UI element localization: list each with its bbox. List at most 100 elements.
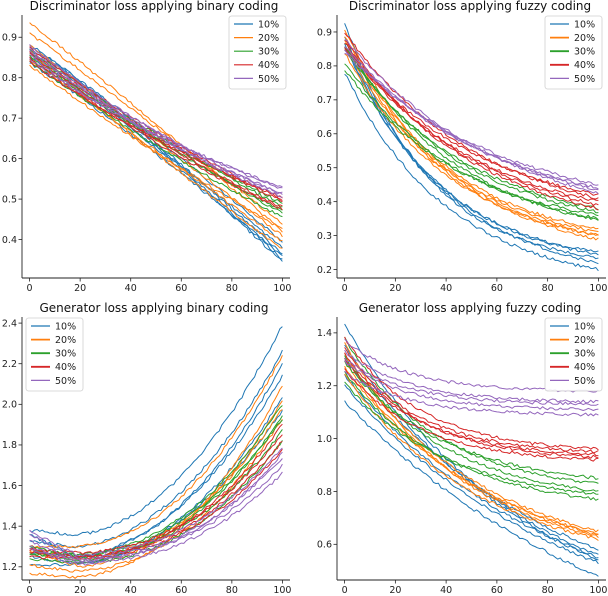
legend-label: 20% xyxy=(258,33,279,44)
y-tick-label: 2.0 xyxy=(2,400,17,411)
series-line-50pct-run-5 xyxy=(29,50,283,198)
series-line-50pct-run-3 xyxy=(29,44,283,195)
series-line-10pct-run-2 xyxy=(344,36,599,256)
legend: 10% 20% 30% 40% 50% xyxy=(228,15,287,90)
series-line-30pct-run-5 xyxy=(29,58,283,204)
y-tick-label: 0.8 xyxy=(317,61,332,72)
x-tick-label: 40 xyxy=(125,283,137,294)
series-line-10pct-run-5 xyxy=(344,43,599,253)
x-tick-label: 100 xyxy=(589,585,607,596)
series-line-40pct-run-4 xyxy=(344,368,599,462)
series-lines xyxy=(29,22,283,262)
series-line-20pct-run-2 xyxy=(344,39,599,241)
x-tick-label: 20 xyxy=(74,283,86,294)
series-line-40pct-run-3 xyxy=(344,48,599,196)
legend-frame xyxy=(25,317,84,392)
series-line-40pct-run-3 xyxy=(344,357,599,457)
series-line-10pct-run-6 xyxy=(29,46,283,243)
y-tick-label: 0.3 xyxy=(317,231,332,242)
series-line-30pct-run-4 xyxy=(344,381,599,495)
x-tick-label: 100 xyxy=(273,585,291,596)
x-tick-label: 80 xyxy=(226,283,238,294)
series-line-30pct-run-5 xyxy=(344,49,599,211)
x-tick-label: 60 xyxy=(491,283,503,294)
series-line-20pct-run-3 xyxy=(344,373,599,541)
series-line-50pct-run-4 xyxy=(344,357,599,406)
x-tick-label: 40 xyxy=(440,283,452,294)
y-tick-label: 0.8 xyxy=(317,487,332,498)
y-tick-label: 0.2 xyxy=(317,265,332,276)
legend-label: 30% xyxy=(574,349,595,360)
legend-label: 50% xyxy=(574,74,595,85)
series-line-50pct-run-3 xyxy=(344,39,599,195)
series-line-40pct-run-5 xyxy=(344,347,599,454)
y-tick-label: 0.6 xyxy=(317,540,332,551)
series-line-30pct-run-5 xyxy=(344,360,599,480)
series-line-40pct-run-1 xyxy=(344,336,599,451)
y-tick-label: 1.8 xyxy=(2,440,17,451)
legend-label: 50% xyxy=(55,376,76,387)
series-line-40pct-run-5 xyxy=(344,46,599,206)
legend-label: 30% xyxy=(574,47,595,58)
series-line-50pct-run-3 xyxy=(344,360,599,411)
x-tick-label: 60 xyxy=(175,585,187,596)
chart-generator-binary: Generator loss applying binary coding 0 2… xyxy=(2,301,292,596)
series-line-30pct-run-2 xyxy=(344,371,599,501)
legend-label: 10% xyxy=(55,321,76,332)
x-tick-label: 20 xyxy=(389,283,401,294)
series-line-10pct-run-1 xyxy=(29,326,283,537)
x-tick-label: 20 xyxy=(389,585,401,596)
x-tick-label: 100 xyxy=(589,283,607,294)
chart-title: Generator loss applying binary coding xyxy=(39,301,268,315)
series-line-50pct-run-4 xyxy=(29,463,283,563)
y-tick-label: 0.5 xyxy=(317,163,332,174)
series-line-10pct-run-4 xyxy=(344,73,599,272)
y-tick-label: 0.6 xyxy=(317,129,332,140)
series-line-50pct-run-5 xyxy=(344,370,599,417)
legend-label: 40% xyxy=(574,60,595,71)
chart-generator-fuzzy: Generator loss applying fuzzy coding 0 20… xyxy=(317,301,608,596)
series-lines xyxy=(29,326,283,579)
x-tick-label: 80 xyxy=(542,585,554,596)
legend-label: 10% xyxy=(574,321,595,332)
series-line-50pct-run-5 xyxy=(29,451,283,564)
series-line-40pct-run-2 xyxy=(344,352,599,459)
x-tick-label: 0 xyxy=(342,585,348,596)
series-line-50pct-run-2 xyxy=(29,458,283,561)
series-line-10pct-run-5 xyxy=(29,363,283,559)
chart-discriminator-binary: Discriminator loss applying binary codin… xyxy=(2,0,292,294)
series-line-30pct-run-1 xyxy=(29,405,283,557)
series-line-20pct-run-1 xyxy=(29,355,283,549)
x-tick-label: 20 xyxy=(74,585,86,596)
series-line-10pct-run-3 xyxy=(344,46,599,265)
legend-label: 50% xyxy=(574,376,595,387)
legend-label: 20% xyxy=(574,335,595,346)
x-tick-label: 0 xyxy=(342,283,348,294)
chart-title: Discriminator loss applying fuzzy coding xyxy=(349,0,591,13)
series-line-40pct-run-5 xyxy=(29,52,283,207)
series-line-10pct-run-1 xyxy=(344,23,599,260)
series-line-10pct-run-3 xyxy=(29,374,283,558)
legend-label: 20% xyxy=(55,335,76,346)
series-line-50pct-run-3 xyxy=(29,471,283,566)
series-line-50pct-run-4 xyxy=(29,58,283,188)
series-line-10pct-run-6 xyxy=(344,384,599,565)
series-line-10pct-run-4 xyxy=(344,400,599,577)
y-tick-label: 0.9 xyxy=(2,33,17,44)
legend-label: 50% xyxy=(258,74,279,85)
series-line-30pct-run-5 xyxy=(29,440,283,564)
y-tick-label: 0.7 xyxy=(2,113,17,124)
x-tick-label: 60 xyxy=(491,585,503,596)
y-tick-label: 0.6 xyxy=(2,154,17,165)
legend-label: 40% xyxy=(574,362,595,373)
y-tick-label: 1.4 xyxy=(317,328,332,339)
y-tick-label: 1.6 xyxy=(2,481,17,492)
chart-discriminator-fuzzy: Discriminator loss applying fuzzy coding… xyxy=(317,0,608,294)
chart-title: Generator loss applying fuzzy coding xyxy=(359,301,582,315)
series-lines xyxy=(344,23,599,272)
x-tick-label: 0 xyxy=(27,585,33,596)
legend-label: 20% xyxy=(574,33,595,44)
x-tick-label: 80 xyxy=(226,585,238,596)
x-tick-label: 40 xyxy=(125,585,137,596)
